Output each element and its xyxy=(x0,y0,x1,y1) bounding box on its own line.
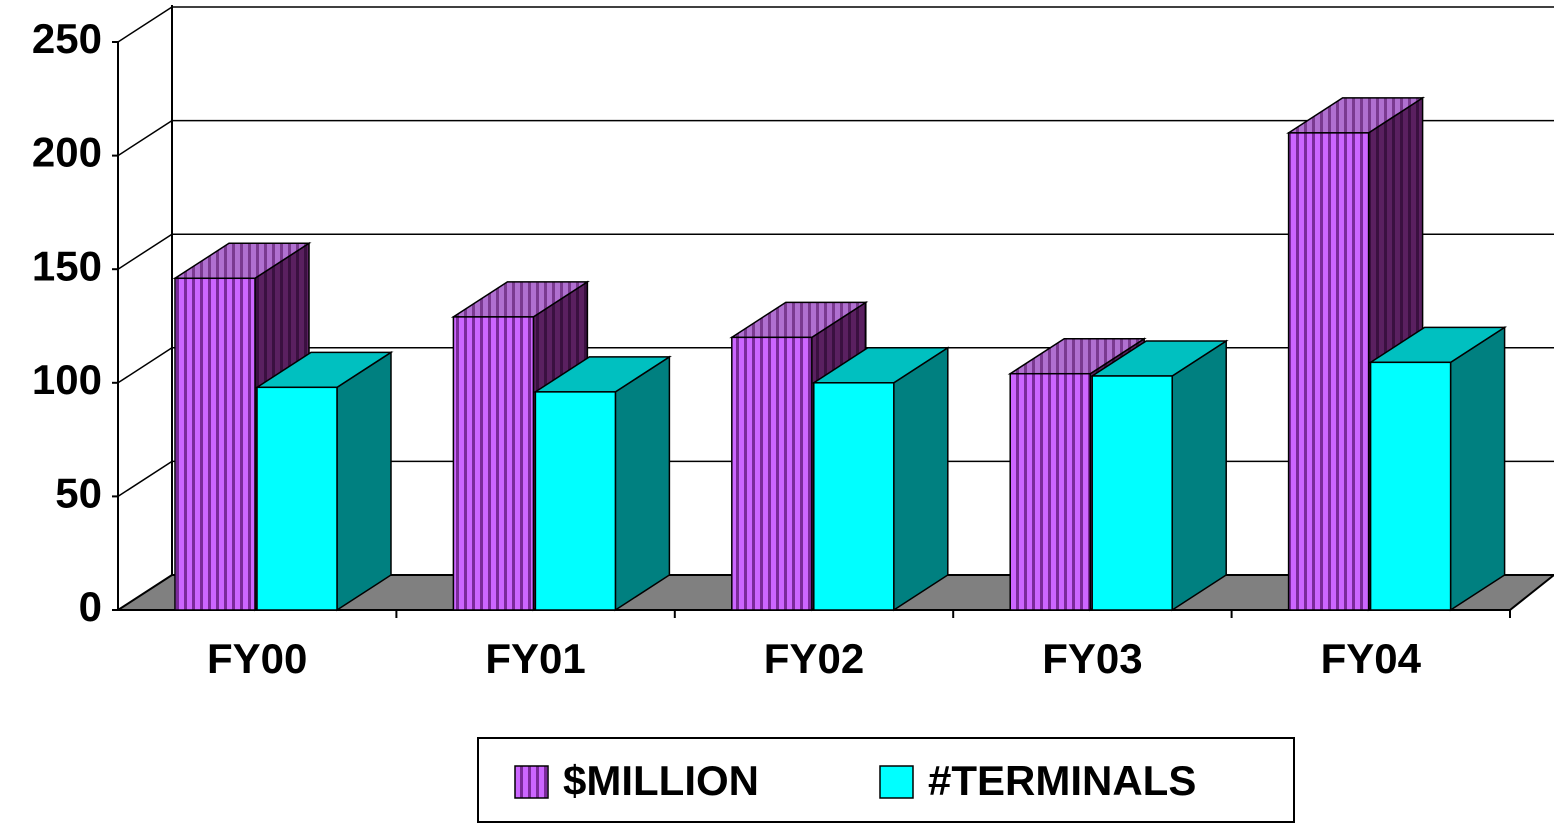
legend-label: #TERMINALS xyxy=(928,757,1196,804)
bar xyxy=(532,355,672,612)
bar-side xyxy=(893,346,949,612)
x-tick-label: FY04 xyxy=(1321,635,1422,682)
legend-swatch xyxy=(879,765,914,799)
grid-line xyxy=(117,460,173,498)
grid-line xyxy=(117,119,173,157)
bar-front xyxy=(452,316,535,611)
x-tick-label: FY01 xyxy=(485,635,585,682)
bar xyxy=(254,350,394,612)
y-tick-label: 250 xyxy=(32,15,102,62)
bar-side xyxy=(1449,325,1506,612)
y-tick-label: 150 xyxy=(32,242,102,289)
grid-line xyxy=(117,347,173,384)
bar-front xyxy=(731,336,813,611)
bar-front xyxy=(1091,375,1173,611)
bar-side xyxy=(336,350,392,612)
y-tick-label: 200 xyxy=(32,129,102,176)
y-tick-label: 100 xyxy=(32,356,102,403)
y-tick-label: 0 xyxy=(79,583,102,630)
bar xyxy=(1368,325,1508,612)
x-tick-label: FY00 xyxy=(207,635,307,682)
x-tick-label: FY03 xyxy=(1042,635,1142,682)
bar-front xyxy=(1369,361,1452,611)
grid-line xyxy=(117,6,173,43)
grid-line xyxy=(117,233,173,270)
bar-front xyxy=(1287,132,1370,611)
legend-label: $MILLION xyxy=(563,757,759,804)
bar-front xyxy=(534,391,617,611)
bar-front xyxy=(174,277,256,611)
bar xyxy=(1089,339,1229,612)
bar-side xyxy=(1171,339,1227,612)
bar xyxy=(811,346,951,612)
bar-front xyxy=(813,382,895,611)
x-tick-label: FY02 xyxy=(764,635,864,682)
bar-front xyxy=(256,386,338,611)
legend-swatch xyxy=(514,765,549,799)
bar-front xyxy=(1009,372,1091,611)
y-tick-label: 50 xyxy=(55,469,102,516)
bar-side xyxy=(614,355,671,612)
